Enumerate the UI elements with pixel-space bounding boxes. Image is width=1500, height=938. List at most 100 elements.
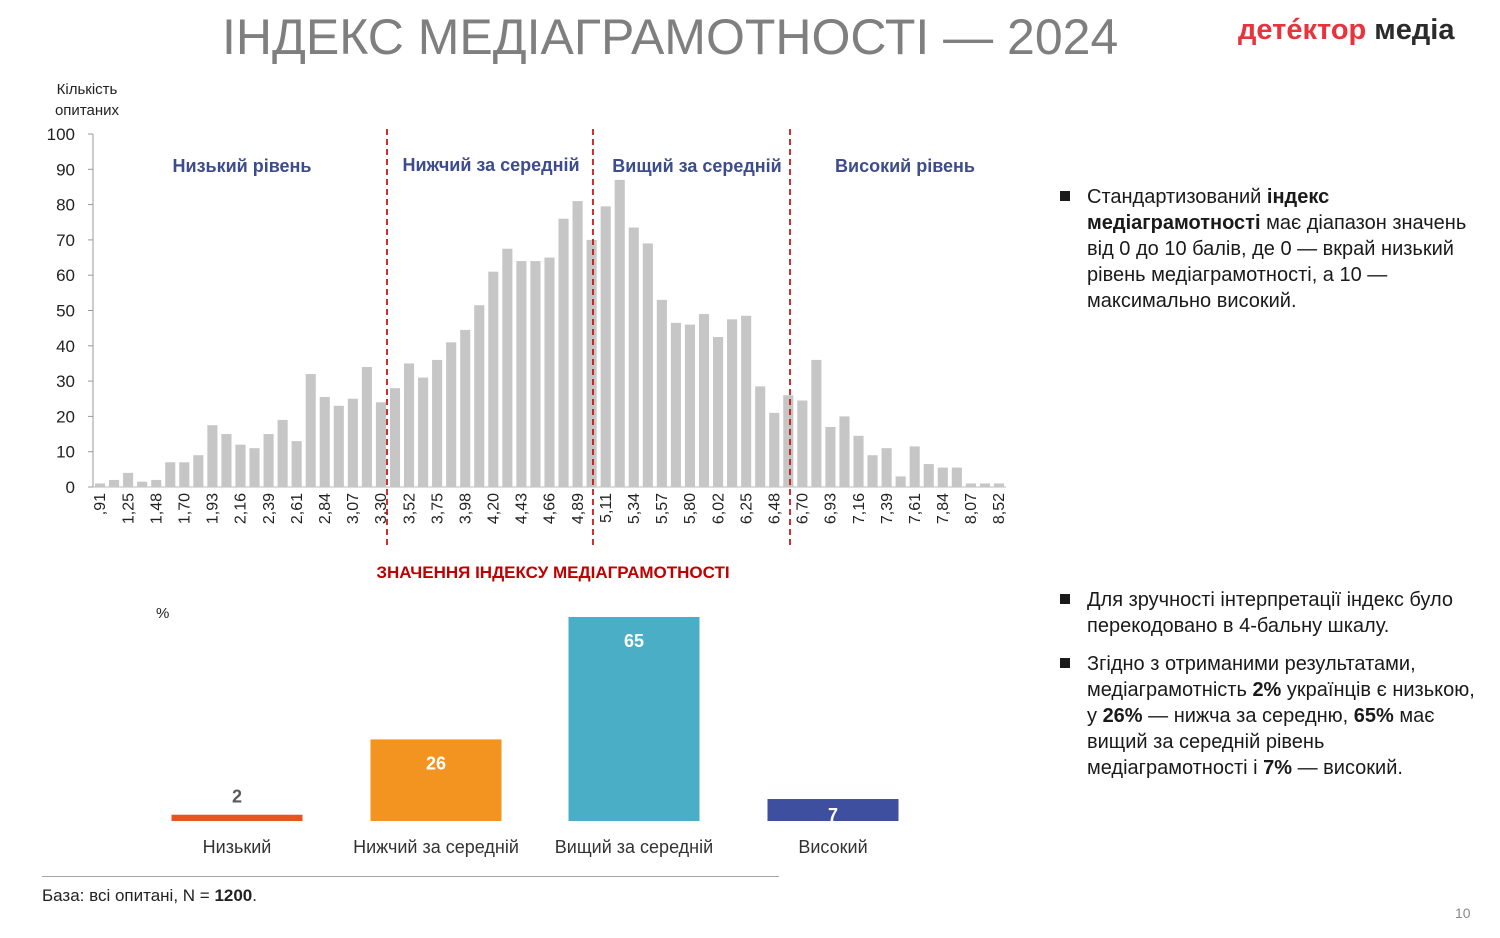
category-data-label: 7	[828, 805, 838, 825]
histogram-bar	[727, 319, 738, 487]
histogram-bar	[109, 479, 120, 487]
y-tick-label: 60	[56, 266, 75, 285]
histogram-bar	[291, 441, 302, 487]
histogram-bar	[839, 416, 850, 487]
histogram-bar	[137, 481, 148, 487]
histogram-bar	[586, 239, 597, 487]
category-bar	[767, 799, 899, 821]
histogram-bar	[179, 462, 190, 487]
y-tick-label: 70	[56, 231, 75, 250]
logo-part-2: медіа	[1366, 14, 1455, 46]
bar-chart-unit: %	[156, 605, 170, 622]
bullet-square-icon	[1060, 658, 1070, 668]
bullet-index-range: Стандартизований індекс медіаграмотності…	[1060, 184, 1480, 314]
b3-p1: Згідно з отриманими результатами, медіаг…	[1087, 653, 1416, 701]
x-tick-label: 3,98	[457, 493, 474, 524]
histogram-bar	[193, 455, 204, 487]
category-label: Вищий за середній	[555, 837, 713, 857]
ylabel-line-1: Кількість	[56, 81, 118, 98]
y-tick-label: 20	[56, 407, 75, 426]
histogram-bar	[221, 434, 232, 487]
bullet-square-icon	[1060, 594, 1070, 604]
x-tick-label: 1,70	[177, 493, 194, 524]
histogram-bar	[825, 426, 836, 487]
histogram-bar	[375, 402, 387, 487]
bullet-recoding: Для зручності інтерпретації індекс було …	[1060, 587, 1480, 639]
zone-label: Вищий за середній	[612, 156, 782, 176]
histogram-bar	[165, 462, 176, 487]
histogram-bar	[460, 329, 471, 487]
x-tick-label: 3,75	[429, 493, 446, 524]
category-data-label: 26	[426, 753, 446, 773]
histogram-bar	[361, 366, 372, 487]
histogram-bar	[783, 395, 794, 487]
x-tick-label: 4,89	[570, 493, 587, 524]
histogram-bar	[432, 359, 443, 487]
b3-p2: українців є низькою, у	[1087, 679, 1475, 727]
histogram-bar	[895, 476, 906, 487]
histogram-bar	[530, 261, 541, 487]
histogram-bar	[670, 322, 681, 487]
x-tick-label: 3,52	[401, 493, 418, 524]
histogram-bar	[979, 483, 990, 487]
x-tick-label: 4,66	[542, 493, 559, 524]
zone-label: Низький рівень	[173, 156, 312, 176]
category-data-label: 2	[232, 787, 242, 807]
x-tick-label: ,91	[92, 493, 109, 515]
histogram-bar	[516, 261, 527, 487]
logo-part-1: детéктор	[1238, 14, 1367, 46]
x-tick-label: 5,57	[654, 493, 671, 524]
zone-label: Високий рівень	[835, 156, 975, 176]
y-tick-label: 40	[56, 337, 75, 356]
histogram-bar	[123, 472, 134, 487]
histogram-bar	[207, 425, 218, 487]
x-tick-label: 7,39	[879, 493, 896, 524]
x-tick-label: 6,70	[795, 493, 812, 524]
b1-post: має діапазон значень від 0 до 10 балів, …	[1087, 212, 1467, 312]
x-tick-label: 2,84	[317, 493, 334, 524]
histogram-chart: 0 10 20 30 40 50 60 70 80 90 100 ,91 1,25 1,48 1,70 1,9…	[47, 125, 1009, 582]
histogram-bar	[951, 467, 962, 487]
y-tick-label: 80	[56, 196, 75, 215]
category-label: Нижчий за середній	[353, 837, 519, 857]
category-bar-chart: 2 Низький 26 Нижчий за середній 65 Вищий за с…	[171, 617, 899, 857]
histogram-bar	[446, 342, 457, 487]
y-tick-label: 30	[56, 372, 75, 391]
histogram-bar	[347, 398, 358, 487]
category-bar	[568, 617, 700, 821]
histogram-bar	[544, 257, 555, 487]
b3-p3: — нижча за середню,	[1142, 705, 1354, 727]
base-divider-line	[42, 876, 779, 877]
histogram-bar	[558, 218, 569, 487]
histogram-bar	[811, 359, 822, 487]
histogram-bar	[403, 363, 415, 487]
histogram-bar	[235, 444, 246, 487]
histogram-bar	[769, 412, 780, 487]
x-tick-label: 1,25	[120, 493, 137, 524]
ylabel-line-2: опитаних	[54, 102, 120, 119]
histogram-bar	[923, 464, 934, 487]
page-number: 10	[1455, 905, 1471, 921]
histogram-bar	[151, 479, 162, 487]
y-tick-label: 0	[66, 478, 75, 497]
x-tick-label: 2,16	[233, 493, 250, 524]
x-tick-label: 5,80	[682, 493, 699, 524]
x-tick-label: 3,30	[373, 493, 390, 524]
histogram-bar	[333, 405, 344, 487]
x-tick-label: 7,16	[851, 493, 868, 524]
category-bar	[370, 739, 502, 821]
histogram-bar	[741, 315, 752, 487]
x-tick-label: 6,93	[823, 493, 840, 524]
histogram-bar	[94, 483, 106, 487]
x-tick-label: 6,48	[766, 493, 783, 524]
bullet-results: Згідно з отриманими результатами, медіаг…	[1060, 651, 1480, 781]
histogram-bar	[628, 227, 639, 488]
histogram-bar	[993, 483, 1005, 487]
x-tick-label: 6,02	[710, 493, 727, 524]
x-tick-label: 5,34	[626, 493, 643, 524]
base-note: База: всі опитані, N = 1200.	[42, 886, 257, 906]
histogram-bar	[965, 483, 976, 487]
histogram-bar	[488, 271, 499, 487]
b3-v2: 26%	[1102, 705, 1143, 727]
y-tick-label: 50	[56, 302, 75, 321]
